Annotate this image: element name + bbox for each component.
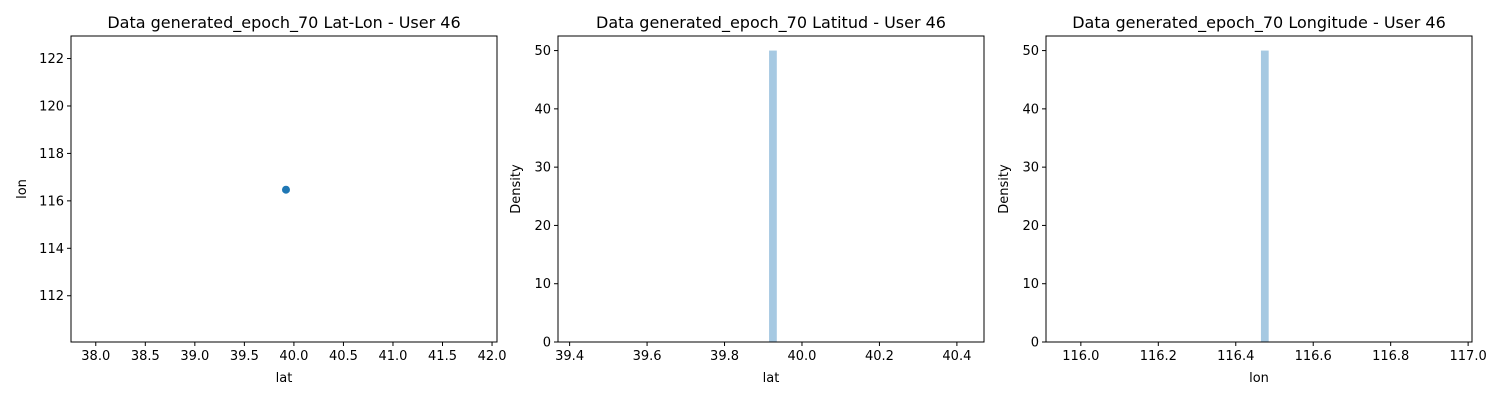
chart-panel-1: 38.0 38.5 39.0 39.5 40.0 40.5 41.0 41.5 42.0 112 1… xyxy=(15,13,507,386)
x-tick-label: 41.0 xyxy=(379,349,408,364)
y-tick-label: 20 xyxy=(1022,219,1039,234)
x-tick-label: 40.4 xyxy=(942,349,971,364)
y-tick-label: 10 xyxy=(1022,277,1039,292)
plot-frame xyxy=(1045,35,1473,343)
y-tick-label: 50 xyxy=(534,44,551,59)
y-tick-label: 40 xyxy=(534,102,551,117)
y-axis-label: Density xyxy=(509,164,524,214)
y-tick-label: 112 xyxy=(39,289,64,304)
chart-panel-3: 116.0 116.2 116.4 116.6 116.8 117.0 0 10 20 30 40 5… xyxy=(997,13,1487,386)
x-tick-label: 39.0 xyxy=(180,349,209,364)
chart-panel-2: 39.4 39.6 39.8 40.0 40.2 40.4 0 10 20 30 40 50 Data … xyxy=(509,13,985,386)
y-tick-label: 0 xyxy=(1031,336,1039,351)
x-tick-label: 40.0 xyxy=(788,349,817,364)
x-tick-label: 116.6 xyxy=(1295,349,1332,364)
y-axis-label: lon xyxy=(15,179,30,199)
histogram-bar xyxy=(1260,50,1269,342)
x-tick-label: 116.4 xyxy=(1217,349,1254,364)
x-tick-label: 116.2 xyxy=(1140,349,1177,364)
chart-title: Data generated_epoch_70 Lat-Lon - User 4… xyxy=(107,13,460,33)
plot-frame xyxy=(70,35,498,343)
x-tick-label: 117.0 xyxy=(1450,349,1487,364)
y-tick-label: 114 xyxy=(39,242,64,257)
x-tick-label: 39.6 xyxy=(633,349,662,364)
chart-title: Data generated_epoch_70 Longitude - User… xyxy=(1072,13,1446,33)
x-tick-label: 41.5 xyxy=(428,349,457,364)
chart-title: Data generated_epoch_70 Latitud - User 4… xyxy=(596,13,946,33)
x-tick-label: 39.8 xyxy=(710,349,739,364)
x-tick-label: 38.0 xyxy=(81,349,110,364)
y-tick-label: 40 xyxy=(1022,102,1039,117)
y-tick-label: 116 xyxy=(39,194,64,209)
x-tick-label: 40.5 xyxy=(329,349,358,364)
y-tick-label: 20 xyxy=(534,219,551,234)
y-tick-label: 30 xyxy=(534,161,551,176)
histogram-bar xyxy=(769,50,777,342)
y-tick-label: 120 xyxy=(39,99,64,114)
plot-frame xyxy=(557,35,985,343)
y-tick-label: 118 xyxy=(39,147,64,162)
x-axis-label: lat xyxy=(276,371,293,386)
x-tick-label: 116.8 xyxy=(1372,349,1409,364)
scatter-point xyxy=(281,185,290,194)
x-tick-label: 116.0 xyxy=(1062,349,1099,364)
x-tick-label: 40.0 xyxy=(279,349,308,364)
x-tick-label: 42.0 xyxy=(478,349,507,364)
y-tick-label: 30 xyxy=(1022,161,1039,176)
y-tick-label: 10 xyxy=(534,277,551,292)
x-axis-label: lat xyxy=(763,371,780,386)
x-axis-label: lon xyxy=(1249,371,1269,386)
y-tick-label: 50 xyxy=(1022,44,1039,59)
x-tick-label: 39.4 xyxy=(555,349,584,364)
x-tick-label: 39.5 xyxy=(230,349,259,364)
x-tick-label: 40.2 xyxy=(865,349,894,364)
y-tick-label: 0 xyxy=(543,336,551,351)
y-axis-label: Density xyxy=(997,164,1012,214)
x-tick-label: 38.5 xyxy=(131,349,160,364)
y-tick-label: 122 xyxy=(39,52,64,67)
